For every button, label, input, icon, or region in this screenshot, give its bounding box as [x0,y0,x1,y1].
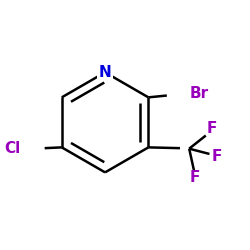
Text: Br: Br [189,86,208,101]
Text: N: N [99,65,112,80]
Text: F: F [189,170,200,185]
Text: F: F [212,148,222,164]
Text: F: F [206,122,217,136]
Text: Cl: Cl [5,141,21,156]
